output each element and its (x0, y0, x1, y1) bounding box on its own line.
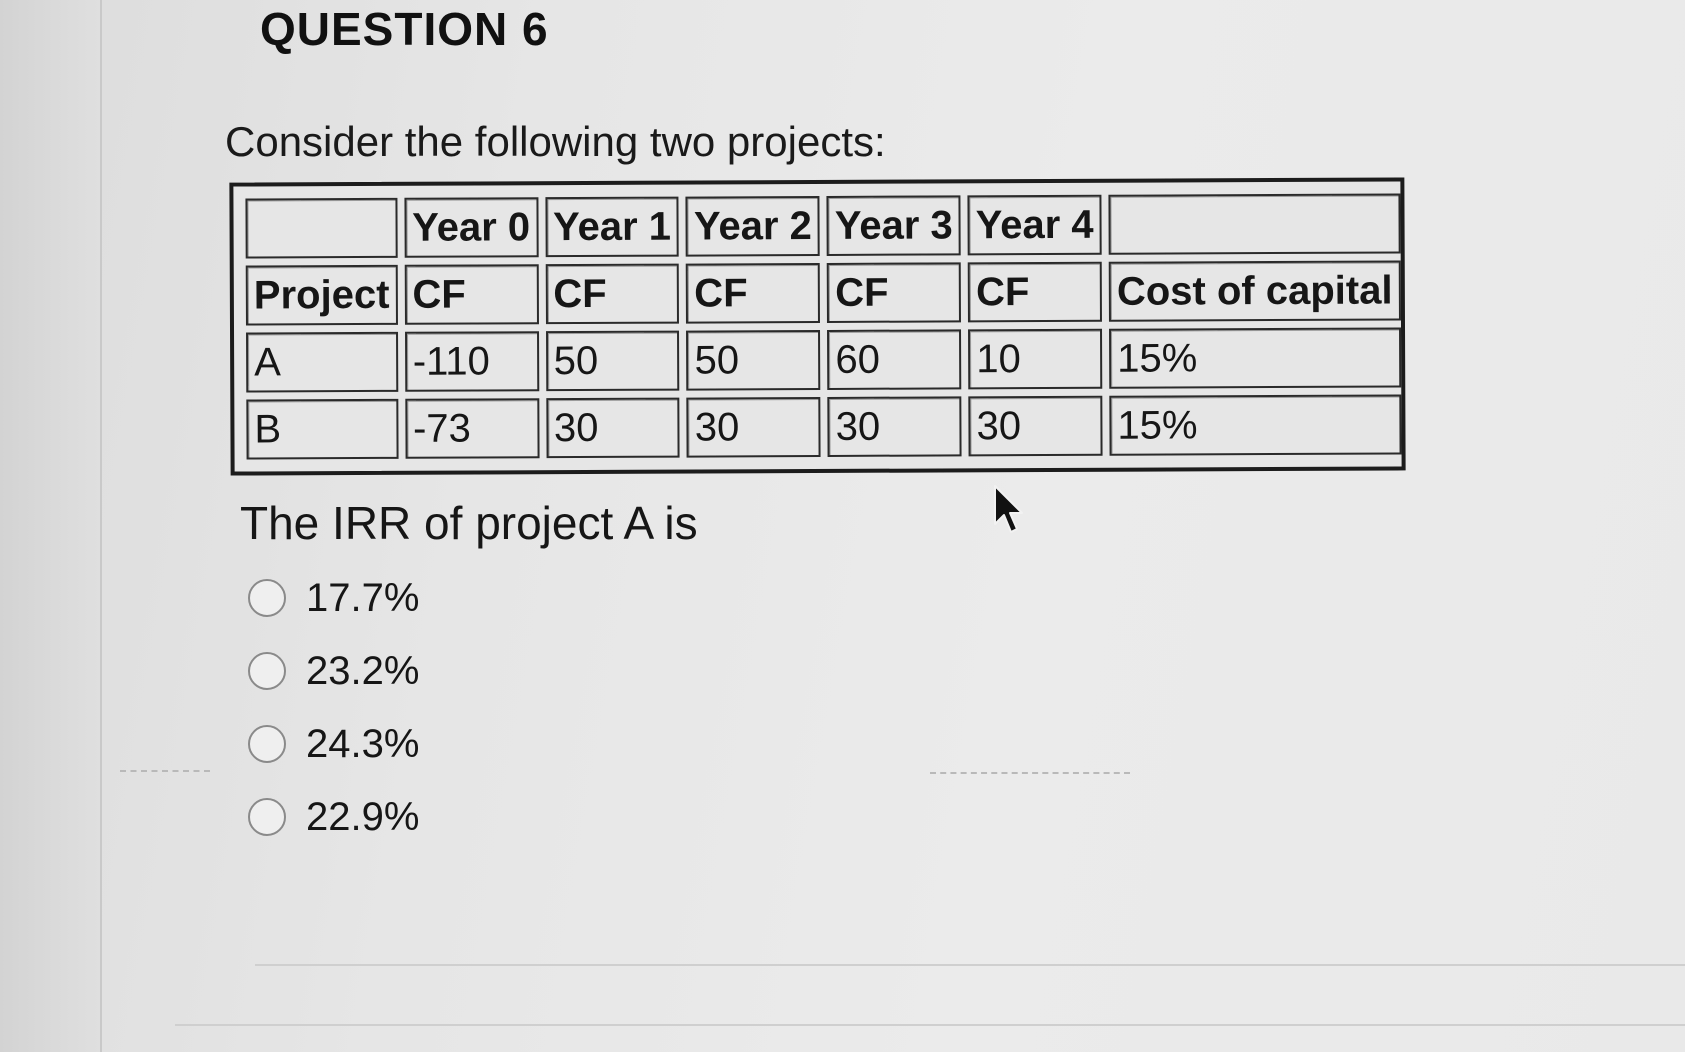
table-header-cell: Year 0 (404, 197, 539, 258)
radio-circle-icon[interactable] (248, 652, 286, 690)
table-row-project-b: B -73 30 30 30 30 15% (246, 394, 1402, 460)
table-cell: -110 (404, 331, 539, 392)
table-header-cell: CF (545, 263, 680, 325)
screen-bezel (0, 0, 102, 1052)
table-header-row-years: Year 0 Year 1 Year 2 Year 3 Year 4 (245, 193, 1401, 259)
table-cell: 50 (686, 329, 821, 391)
table-cell: 10 (968, 328, 1103, 390)
table-header-cell: CF (686, 262, 821, 324)
divider-line (120, 770, 210, 772)
table-cell: 60 (827, 329, 962, 390)
answer-options: 17.7% 23.2% 24.3% 22.9% (248, 576, 419, 868)
question-title: QUESTION 6 (260, 3, 549, 55)
divider-line (930, 772, 1130, 774)
irr-question-text: The IRR of project A is (240, 497, 698, 549)
table-header-row-labels: Project CF CF CF CF CF Cost of capital (245, 260, 1401, 326)
table-cell: 30 (968, 395, 1103, 457)
cash-flow-table-frame: Year 0 Year 1 Year 2 Year 3 Year 4 Proje… (229, 177, 1408, 476)
answer-option-4[interactable]: 22.9% (248, 795, 419, 839)
question-prompt: Consider the following two projects: (225, 118, 886, 165)
table-header-cell: Project (245, 264, 398, 326)
table-cell: 15% (1109, 327, 1401, 389)
table-header-cell: Cost of capital (1108, 260, 1401, 322)
table-header-cell: CF (967, 261, 1103, 323)
answer-option-label: 22.9% (306, 794, 420, 839)
answer-option-label: 24.3% (306, 721, 420, 766)
mouse-pointer-icon (994, 485, 1023, 533)
table-header-cell: Year 3 (826, 195, 961, 256)
table-cell: 30 (686, 396, 821, 458)
answer-option-label: 17.7% (306, 575, 420, 620)
table-header-cell: CF (404, 264, 539, 325)
table-cell: B (246, 398, 399, 460)
cash-flow-table: Year 0 Year 1 Year 2 Year 3 Year 4 Proje… (238, 186, 1408, 466)
table-cell: A (246, 331, 398, 393)
answer-option-1[interactable]: 17.7% (248, 576, 419, 620)
table-header-cell: Year 1 (544, 196, 680, 258)
radio-circle-icon[interactable] (248, 579, 286, 617)
radio-circle-icon[interactable] (248, 725, 286, 763)
table-row-project-a: A -110 50 50 60 10 15% (246, 327, 1401, 393)
answer-option-2[interactable]: 23.2% (248, 649, 419, 693)
table-header-cell: Year 2 (685, 195, 820, 257)
table-cell: -73 (404, 398, 540, 459)
table-header-cell: Year 4 (967, 194, 1102, 256)
table-header-cell (1108, 193, 1401, 255)
divider-line (175, 1024, 1685, 1026)
table-cell: 30 (827, 396, 962, 457)
table-cell: 30 (545, 397, 680, 459)
answer-option-label: 23.2% (306, 648, 420, 693)
table-cell: 15% (1109, 394, 1402, 456)
table-header-cell: CF (827, 262, 962, 323)
divider-line (255, 964, 1685, 966)
table-header-cell (245, 197, 398, 259)
radio-circle-icon[interactable] (248, 798, 286, 836)
table-cell: 50 (545, 330, 680, 392)
answer-option-3[interactable]: 24.3% (248, 722, 419, 766)
